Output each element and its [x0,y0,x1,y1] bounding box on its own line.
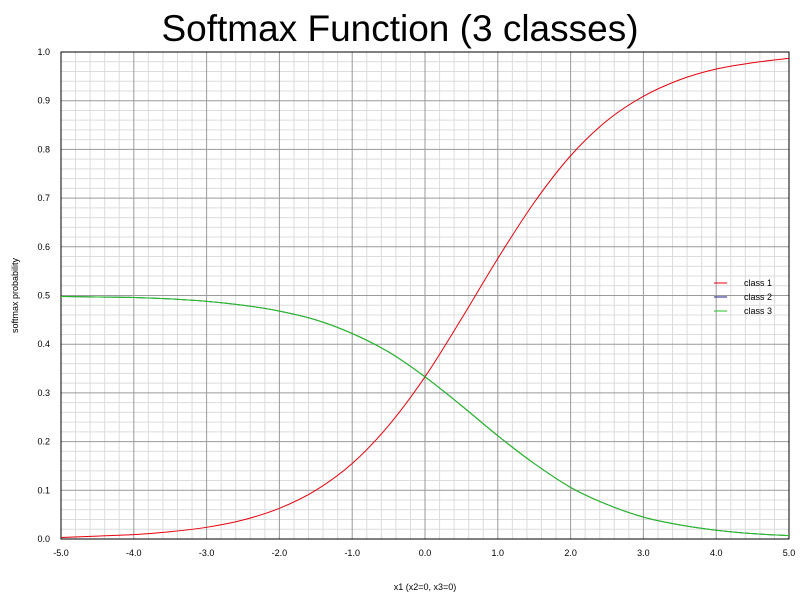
x-tick-label: -5.0 [53,548,69,558]
legend-label: class 1 [744,278,772,288]
y-tick-label: 0.7 [37,193,50,203]
y-tick-label: 0.3 [37,388,50,398]
y-tick-label: 0.4 [37,339,50,349]
y-axis-label: softmax probability [10,257,20,333]
legend-label: class 2 [744,292,772,302]
plot-frame [60,51,790,540]
x-tick-label: 1.0 [492,548,505,558]
y-tick-label: 0.1 [37,485,50,495]
x-tick-label: 4.0 [710,548,723,558]
x-tick-label: -4.0 [126,548,142,558]
x-tick-label: -2.0 [272,548,288,558]
series-line-class-1 [60,57,790,539]
y-tick-label: 0.2 [37,437,50,447]
major-grid [60,51,790,540]
chart-title: Softmax Function (3 classes) [161,8,639,49]
y-axis-ticks: 0.0 0.1 0.2 0.3 0.4 0.5 0.6 0.7 0.8 0.9 1.0 [37,47,50,544]
x-tick-label: 5.0 [783,548,796,558]
y-tick-label: 0.6 [37,242,50,252]
x-axis-label: x1 (x2=0, x3=0) [394,582,457,592]
y-tick-label: 0.5 [37,291,50,301]
legend-label: class 3 [744,306,772,316]
x-tick-label: -3.0 [199,548,215,558]
x-tick-label: -1.0 [344,548,360,558]
series-line-class-3 [60,295,790,537]
legend: class 1 class 2 class 3 [714,278,772,316]
y-tick-label: 0.8 [37,144,50,154]
series-layer [60,57,790,539]
y-tick-label: 1.0 [37,47,50,57]
x-tick-label: 3.0 [637,548,650,558]
y-tick-label: 0.0 [37,534,50,544]
y-tick-label: 0.9 [37,96,50,106]
x-tick-label: 0.0 [419,548,432,558]
x-axis-ticks: -5.0 -4.0 -3.0 -2.0 -1.0 0.0 1.0 2.0 3.0 4.0 5.0 [53,548,795,558]
x-tick-label: 2.0 [564,548,577,558]
